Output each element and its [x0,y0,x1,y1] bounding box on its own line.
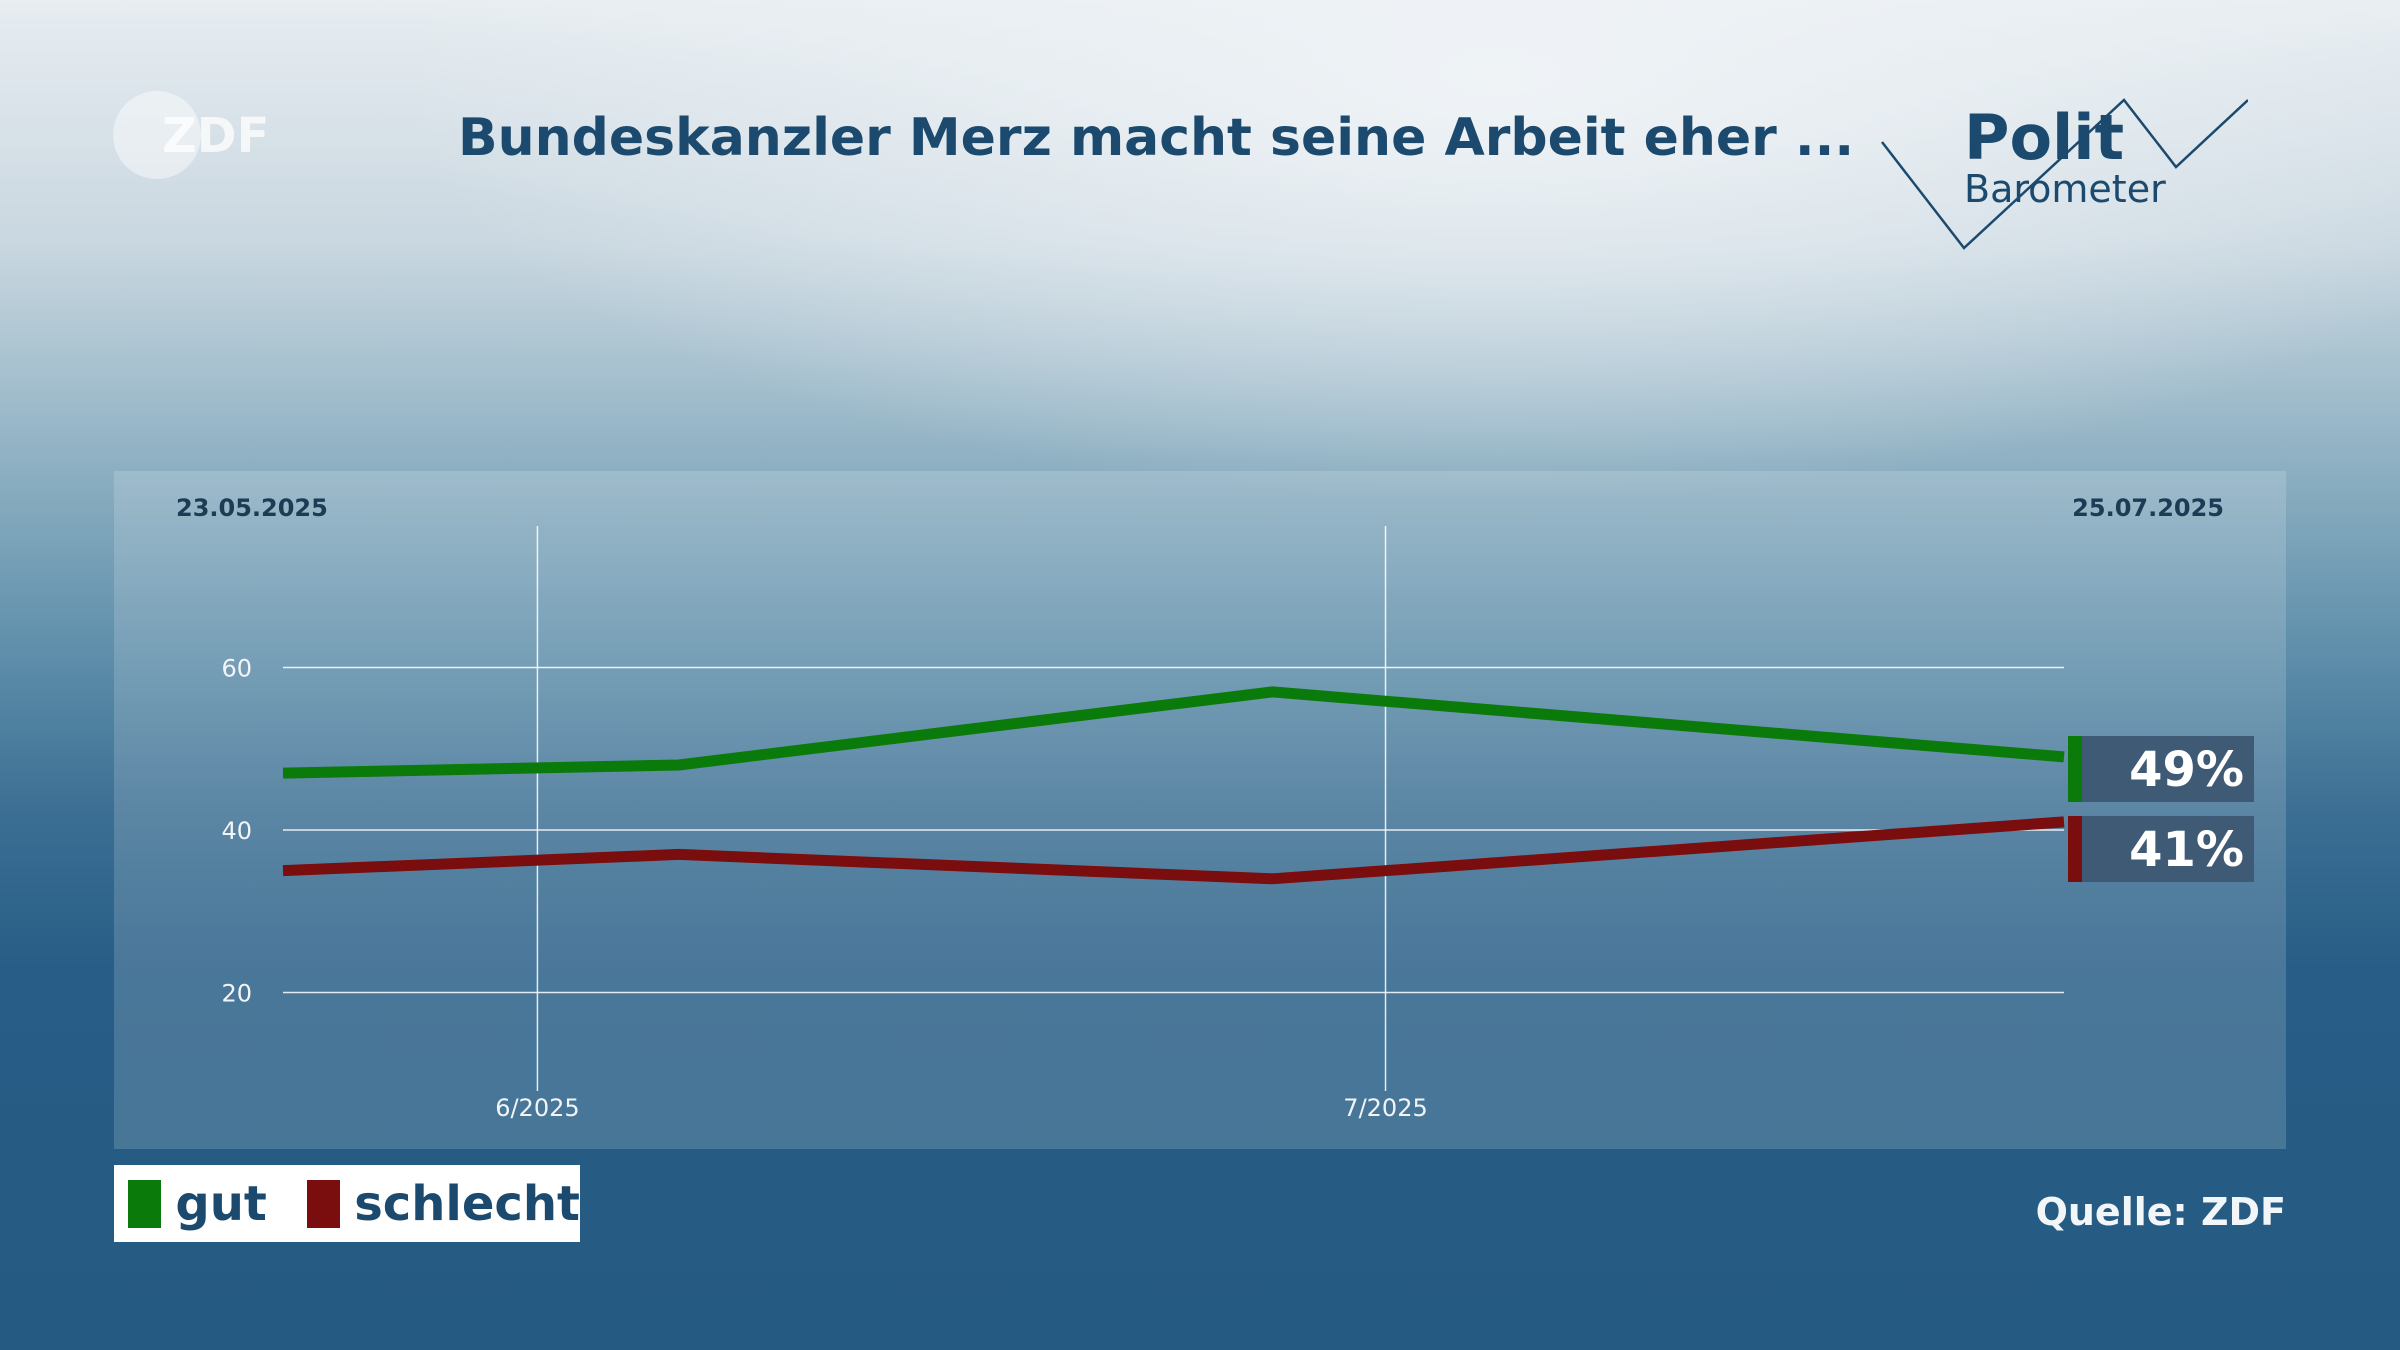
series-line-schlecht [282,816,2065,885]
chart-panel: 20 40 60 6/2025 7/2025 23.05.2025 25.07.2025… [114,471,2286,1149]
end-label-value-gut: 49% [2129,742,2244,798]
page-title: Bundeskanzler Merz macht seine Arbeit eh… [458,108,1855,168]
x-tick-label-1: 7/2025 [1343,1094,1427,1122]
end-label-value-schlecht: 41% [2129,822,2244,878]
brand-line-barometer: Barometer [1964,167,2166,211]
start-date-label: 23.05.2025 [176,494,328,522]
line-chart: 20 40 60 6/2025 7/2025 23.05.2025 25.07.2025… [176,494,2254,1122]
source-label: Quelle: ZDF [2035,1190,2286,1234]
series-layer [282,686,2065,885]
grid-layer: 20 40 60 6/2025 7/2025 [221,526,2064,1122]
legend-swatch-gut [128,1179,162,1228]
end-label-box-gut [2082,736,2254,802]
legend-swatch-schlecht [306,1179,341,1228]
legend: gut schlecht [114,1165,580,1242]
politbarometer-logo: Polit Barometer [1881,98,2248,250]
end-date-label: 25.07.2025 [2072,494,2224,522]
y-tick-label-40: 40 [221,817,252,845]
end-label-marker-gut [2068,736,2082,802]
zdf-logo: ZDF [113,91,269,179]
end-labels-layer: 49%41% [2068,736,2254,882]
legend-label-schlecht: schlecht [354,1175,580,1232]
end-label-marker-schlecht [2068,816,2082,882]
x-tick-label-0: 6/2025 [495,1094,579,1122]
zdf-logo-text: ZDF [162,108,269,164]
legend-label-gut: gut [175,1175,267,1232]
series-line-gut [282,686,2065,779]
y-tick-label-20: 20 [221,980,252,1008]
brand-line-polit: Polit [1964,101,2124,174]
y-tick-label-60: 60 [221,655,252,683]
end-label-box-schlecht [2082,816,2254,882]
